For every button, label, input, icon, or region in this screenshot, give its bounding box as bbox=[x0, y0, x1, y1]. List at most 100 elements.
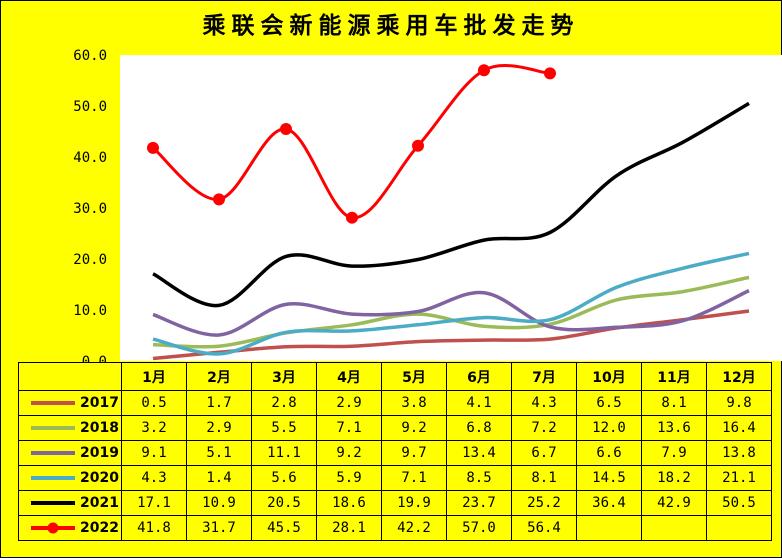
y-tick-label: 40.0 bbox=[73, 150, 107, 166]
data-value-cell: 5.9 bbox=[316, 465, 382, 491]
data-value-cell: 9.7 bbox=[381, 440, 447, 466]
data-point-2022 bbox=[147, 141, 159, 154]
data-value-cell: 9.8 bbox=[706, 390, 772, 416]
data-value-cell: 25.2 bbox=[511, 490, 577, 516]
data-value-cell: 9.1 bbox=[121, 440, 187, 466]
data-value-cell: 28.1 bbox=[316, 515, 382, 541]
data-value-cell: 4.3 bbox=[511, 390, 577, 416]
y-axis-labels: 0.0 10.0 20.0 30.0 40.0 50.0 60.0 bbox=[73, 48, 107, 362]
data-value-cell: 13.4 bbox=[446, 440, 512, 466]
legend-key-2017: 2017 bbox=[18, 390, 122, 416]
data-value-cell: 18.6 bbox=[316, 490, 382, 516]
y-tick-label: 60.0 bbox=[73, 48, 107, 64]
data-value-cell: 3.2 bbox=[121, 415, 187, 441]
data-point-2022 bbox=[213, 193, 225, 206]
x-category-label: 1月 bbox=[121, 362, 187, 391]
y-tick-label: 20.0 bbox=[73, 252, 107, 268]
legend-series-name: 2020 bbox=[80, 470, 119, 486]
data-value-cell: 2.8 bbox=[251, 390, 317, 416]
legend-swatch bbox=[31, 451, 75, 455]
data-value-cell bbox=[706, 515, 772, 541]
data-value-cell: 18.2 bbox=[641, 465, 707, 491]
data-value-cell: 9.2 bbox=[316, 440, 382, 466]
table-row: 2022 41.8 31.7 45.5 28.1 42.2 57.0 56.4 bbox=[18, 515, 772, 541]
plot-area bbox=[120, 55, 782, 361]
series-lines bbox=[147, 64, 750, 361]
legend-swatch bbox=[31, 476, 75, 480]
data-value-cell: 8.1 bbox=[641, 390, 707, 416]
data-value-cell bbox=[641, 515, 707, 541]
data-value-cell: 7.2 bbox=[511, 415, 577, 441]
data-value-cell: 6.5 bbox=[576, 390, 642, 416]
x-category-label: 12月 bbox=[706, 362, 772, 391]
data-value-cell: 9.2 bbox=[381, 415, 447, 441]
data-point-2022 bbox=[412, 139, 424, 152]
data-value-cell: 5.1 bbox=[186, 440, 252, 466]
x-category-label: 10月 bbox=[576, 362, 642, 391]
series-line-2017 bbox=[152, 309, 750, 361]
series-line-2019 bbox=[152, 289, 750, 337]
table-row: 2017 0.5 1.7 2.8 2.9 3.8 4.1 4.3 6.5 8.1 9.8 bbox=[18, 390, 772, 416]
data-point-2022 bbox=[478, 64, 490, 77]
table-row: 2020 4.3 1.4 5.6 5.9 7.1 8.5 8.1 14.5 18.2 21.1 bbox=[18, 465, 772, 491]
x-category-label: 4月 bbox=[316, 362, 382, 391]
data-value-cell: 56.4 bbox=[511, 515, 577, 541]
data-value-cell: 31.7 bbox=[186, 515, 252, 541]
legend-key-2021: 2021 bbox=[18, 490, 122, 516]
data-value-cell: 12.0 bbox=[576, 415, 642, 441]
series-line-2021 bbox=[152, 101, 750, 308]
data-point-2022 bbox=[544, 67, 556, 80]
data-value-cell: 3.8 bbox=[381, 390, 447, 416]
data-value-cell: 10.9 bbox=[186, 490, 252, 516]
data-value-cell: 2.9 bbox=[316, 390, 382, 416]
legend-swatch bbox=[31, 401, 75, 405]
x-category-label: 11月 bbox=[641, 362, 707, 391]
data-value-cell: 5.5 bbox=[251, 415, 317, 441]
x-category-label: 5月 bbox=[381, 362, 447, 391]
data-value-cell: 42.2 bbox=[381, 515, 447, 541]
data-value-cell: 36.4 bbox=[576, 490, 642, 516]
chart-title: 乘联会新能源乘用车批发走势 bbox=[202, 13, 580, 39]
data-value-cell: 50.5 bbox=[706, 490, 772, 516]
data-value-cell: 7.1 bbox=[316, 415, 382, 441]
data-value-cell: 6.8 bbox=[446, 415, 512, 441]
x-category-label: 2月 bbox=[186, 362, 252, 391]
data-value-cell: 4.3 bbox=[121, 465, 187, 491]
data-value-cell: 8.1 bbox=[511, 465, 577, 491]
series-line-2020 bbox=[152, 251, 750, 356]
data-value-cell: 14.5 bbox=[576, 465, 642, 491]
data-point-2022 bbox=[280, 122, 292, 135]
legend-series-name: 2017 bbox=[80, 395, 119, 411]
data-value-cell: 21.1 bbox=[706, 465, 772, 491]
data-value-cell: 8.5 bbox=[446, 465, 512, 491]
legend-series-name: 2019 bbox=[80, 445, 119, 461]
legend-swatch bbox=[31, 426, 75, 430]
legend-key-2022: 2022 bbox=[18, 515, 122, 541]
data-value-cell: 7.9 bbox=[641, 440, 707, 466]
data-value-cell: 13.8 bbox=[706, 440, 772, 466]
data-value-cell: 57.0 bbox=[446, 515, 512, 541]
data-value-cell: 1.7 bbox=[186, 390, 252, 416]
data-value-cell: 5.6 bbox=[251, 465, 317, 491]
data-value-cell: 41.8 bbox=[121, 515, 187, 541]
data-value-cell: 45.5 bbox=[251, 515, 317, 541]
legend-key-2019: 2019 bbox=[18, 440, 122, 466]
data-value-cell: 6.6 bbox=[576, 440, 642, 466]
legend-swatch-marker bbox=[47, 522, 59, 534]
data-value-cell: 13.6 bbox=[641, 415, 707, 441]
data-value-cell: 7.1 bbox=[381, 465, 447, 491]
data-value-cell: 4.1 bbox=[446, 390, 512, 416]
data-value-cell: 11.1 bbox=[251, 440, 317, 466]
data-table: 1月 2月 3月 4月 5月 6月 7月 10月 11月 12月 2017 0.5 1.7 2.8 2.9 3… bbox=[18, 362, 772, 541]
legend-key-2018: 2018 bbox=[18, 415, 122, 441]
data-value-cell: 23.7 bbox=[446, 490, 512, 516]
data-value-cell: 2.9 bbox=[186, 415, 252, 441]
x-category-label: 6月 bbox=[446, 362, 512, 391]
table-row: 2021 17.1 10.9 20.5 18.6 19.9 23.7 25.2 36.4 42.9… bbox=[18, 490, 772, 516]
y-tick-label: 30.0 bbox=[73, 201, 107, 217]
chart-plot: 0.0 10.0 20.0 30.0 40.0 50.0 60.0 bbox=[73, 48, 782, 362]
data-point-2022 bbox=[346, 211, 358, 224]
legend-series-name: 2021 bbox=[80, 495, 119, 511]
data-value-cell: 0.5 bbox=[121, 390, 187, 416]
legend-series-name: 2022 bbox=[80, 520, 119, 536]
